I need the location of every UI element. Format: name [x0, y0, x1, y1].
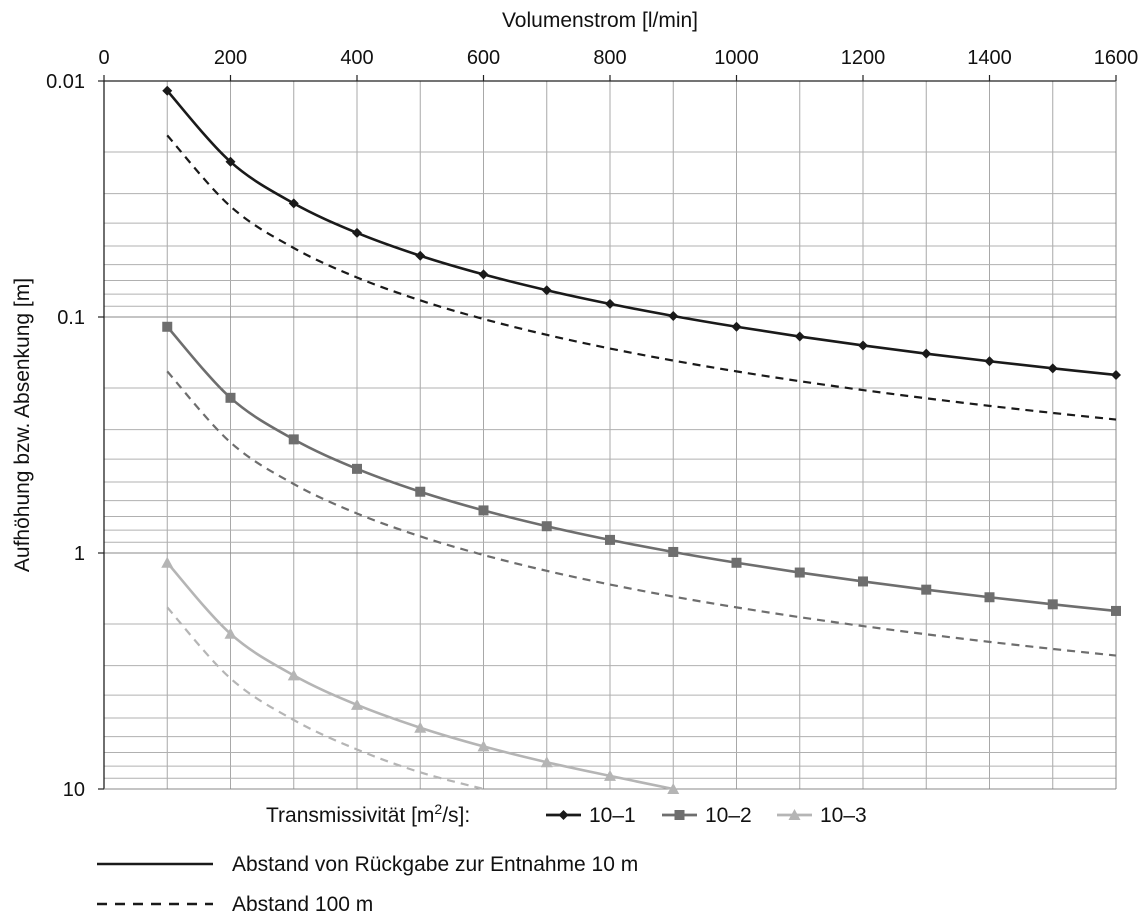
series-line	[166, 134, 1117, 421]
series-10–3-10 m	[161, 556, 680, 794]
legend-label: 10–2	[705, 804, 752, 827]
series-line	[166, 370, 1117, 657]
data-point-square	[605, 534, 615, 545]
data-point-square	[162, 321, 173, 332]
data-point-triangle	[788, 809, 801, 820]
x-axis-label: Volumenstrom [l/min]	[502, 9, 698, 32]
data-point-diamond	[731, 321, 742, 332]
series-10–1-100 m	[166, 134, 1117, 421]
legend-label: 10–3	[820, 804, 867, 827]
data-point-triangle	[414, 721, 427, 733]
y-tick-label: 0.1	[57, 307, 85, 329]
data-point-triangle	[540, 756, 553, 768]
data-point-square	[984, 592, 995, 603]
data-point-square	[225, 392, 236, 403]
y-tick-label: 0.01	[46, 71, 85, 93]
data-point-diamond	[352, 227, 362, 238]
legend: Transmissivität [m2/s]: 10–1 10–2 10–3 Abs…	[97, 801, 867, 916]
x-tick-label: 800	[593, 47, 626, 69]
data-point-square	[794, 567, 805, 578]
data-point-square	[731, 557, 742, 568]
data-point-diamond	[794, 331, 805, 342]
y-tick-labels: 0.01 0.1 1 10	[46, 71, 104, 801]
data-point-square	[1111, 605, 1121, 616]
data-point-triangle	[477, 740, 490, 752]
data-point-diamond	[1111, 369, 1121, 380]
data-point-square	[478, 505, 489, 516]
data-point-triangle	[351, 698, 363, 710]
data-point-square	[858, 576, 868, 587]
series-line	[166, 606, 484, 791]
data-point-triangle	[161, 556, 174, 568]
data-point-square	[415, 486, 426, 497]
y-axis-label: Aufhöhung bzw. Absenkung [m]	[11, 278, 34, 572]
series-group	[161, 85, 1121, 794]
legend-style-label: Abstand von Rückgabe zur Entnahme 10 m	[232, 853, 638, 876]
series-line	[166, 89, 1117, 377]
series-10–2-100 m	[166, 370, 1117, 657]
data-point-triangle	[287, 669, 300, 681]
data-point-triangle	[224, 627, 237, 639]
data-point-diamond	[858, 340, 868, 351]
data-point-diamond	[541, 285, 552, 296]
series-line	[166, 325, 1117, 613]
data-point-square	[674, 810, 685, 820]
data-point-square	[921, 584, 932, 595]
data-point-square	[352, 463, 362, 474]
x-tick-labels: 0 200 400 600 800 1000 1200 1400 1600	[98, 47, 1138, 81]
legend-entries: 10–1 10–2 10–3	[546, 804, 867, 827]
y-tick-label: 10	[63, 779, 85, 801]
data-point-square	[288, 434, 299, 445]
data-point-diamond	[921, 348, 932, 359]
y-tick-label: 1	[74, 543, 85, 565]
grid	[104, 81, 1116, 789]
legend-line-styles: Abstand von Rückgabe zur Entnahme 10 m Ab…	[97, 853, 638, 916]
x-tick-label: 1400	[967, 47, 1012, 69]
x-tick-label: 0	[98, 47, 109, 69]
legend-label: 10–1	[589, 804, 636, 827]
data-point-diamond	[558, 810, 569, 820]
series-10–2-10 m	[162, 321, 1121, 616]
data-point-diamond	[415, 250, 426, 261]
data-point-diamond	[984, 356, 995, 367]
x-tick-label: 600	[467, 47, 500, 69]
x-tick-label: 1200	[841, 47, 886, 69]
data-point-square	[541, 521, 552, 532]
x-tick-label: 400	[340, 47, 373, 69]
x-tick-label: 1600	[1094, 47, 1139, 69]
series-10–1-10 m	[162, 85, 1121, 380]
data-point-square	[668, 546, 679, 557]
data-point-diamond	[668, 310, 679, 321]
x-tick-label: 1000	[714, 47, 759, 69]
data-point-diamond	[288, 198, 299, 209]
data-point-diamond	[1047, 363, 1058, 374]
data-point-diamond	[162, 85, 173, 96]
data-point-diamond	[225, 156, 236, 167]
data-point-triangle	[667, 783, 680, 794]
data-point-square	[1047, 599, 1058, 610]
legend-style-label: Abstand 100 m	[232, 893, 373, 916]
data-point-diamond	[478, 269, 489, 280]
legend-transmissivity-label: Transmissivität [m2/s]:	[266, 801, 470, 827]
data-point-triangle	[604, 769, 616, 781]
series-10–3-100 m	[166, 606, 484, 791]
x-tick-label: 200	[214, 47, 247, 69]
data-point-diamond	[605, 298, 615, 309]
